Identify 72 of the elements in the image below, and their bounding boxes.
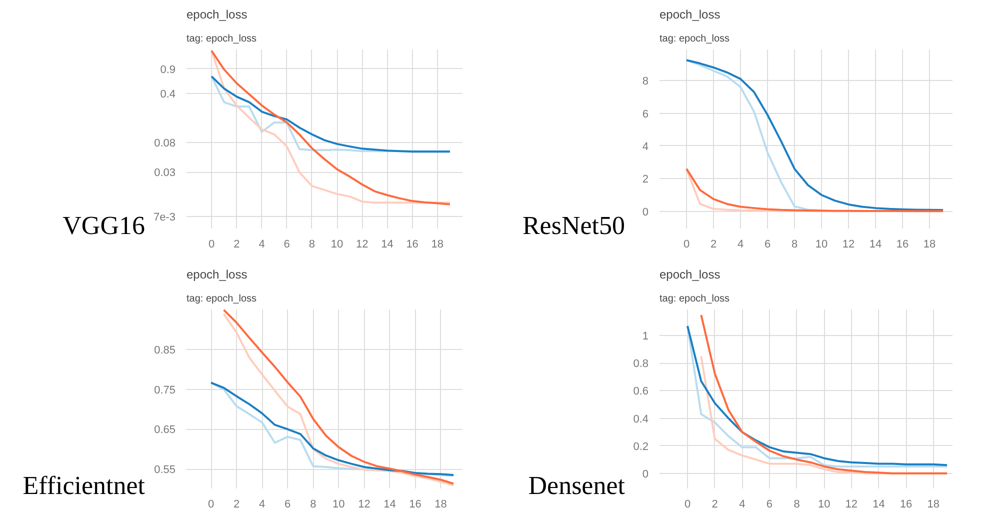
x-tick-label: 12 bbox=[356, 238, 368, 250]
x-tick-label: 16 bbox=[896, 238, 909, 250]
text: ResNet50 bbox=[522, 210, 625, 242]
text: VGG16 bbox=[62, 210, 145, 242]
x-tick-label: 6 bbox=[284, 498, 291, 510]
y-tick-label: 0.55 bbox=[154, 464, 176, 476]
y-tick-label: 4 bbox=[642, 140, 649, 153]
chart-subtitle: tag: epoch_loss bbox=[660, 34, 730, 44]
x-tick-label: 6 bbox=[284, 238, 290, 250]
x-tick-label: 8 bbox=[308, 238, 316, 250]
x-tick-label: 10 bbox=[815, 238, 828, 250]
x-tick-label: 12 bbox=[842, 238, 855, 250]
chart-subtitle: tag: epoch_loss bbox=[186, 294, 257, 304]
x-tick-label: 2 bbox=[234, 238, 240, 250]
x-tick-label: 16 bbox=[409, 498, 422, 510]
x-tick-label: 8 bbox=[794, 498, 800, 510]
chart-title: epoch_loss bbox=[660, 8, 720, 22]
x-tick-label: 8 bbox=[310, 498, 316, 510]
x-tick-label: 4 bbox=[259, 498, 266, 510]
x-tick-label: 4 bbox=[739, 498, 746, 510]
y-tick-label: 0.4 bbox=[160, 88, 176, 100]
y-tick-label: 6 bbox=[642, 108, 649, 120]
y-tick-label: 0.75 bbox=[154, 384, 176, 396]
x-tick-label: 18 bbox=[434, 498, 447, 510]
x-tick-label: 14 bbox=[384, 498, 396, 510]
y-tick-label: 0.6 bbox=[633, 386, 649, 398]
x-tick-label: 12 bbox=[358, 498, 370, 510]
y-tick-label: 8 bbox=[642, 76, 649, 88]
text: Efficientnet bbox=[22, 470, 145, 502]
chart-subtitle: tag: epoch_loss bbox=[660, 294, 730, 304]
y-tick-label: 0.65 bbox=[154, 424, 176, 436]
y-tick-label: 0 bbox=[642, 468, 649, 480]
x-tick-label: 10 bbox=[818, 498, 830, 510]
y-tick-label: 0.85 bbox=[154, 344, 176, 357]
x-tick-label: 8 bbox=[791, 238, 798, 250]
y-tick-label: 0.8 bbox=[633, 358, 649, 370]
x-tick-label: 6 bbox=[764, 238, 771, 250]
x-tick-label: 6 bbox=[766, 498, 773, 510]
x-tick-label: 10 bbox=[330, 238, 344, 250]
y-tick-label: 0 bbox=[642, 206, 649, 218]
x-tick-label: 12 bbox=[845, 498, 858, 510]
y-tick-label: 2 bbox=[642, 174, 649, 186]
x-tick-label: 0 bbox=[684, 498, 691, 510]
x-tick-label: 16 bbox=[900, 498, 912, 510]
x-tick-label: 14 bbox=[869, 238, 882, 250]
x-tick-label: 14 bbox=[381, 238, 394, 250]
x-tick-label: 0 bbox=[683, 238, 690, 250]
chart-subtitle: tag: epoch_loss bbox=[186, 34, 257, 44]
x-tick-label: 2 bbox=[710, 238, 717, 250]
x-tick-label: 10 bbox=[332, 498, 345, 510]
x-tick-label: 18 bbox=[927, 498, 940, 510]
chart-title: epoch_loss bbox=[660, 268, 720, 282]
x-tick-label: 14 bbox=[872, 498, 885, 510]
y-tick-label: 0.03 bbox=[154, 167, 176, 180]
chart-title: epoch_loss bbox=[186, 268, 248, 282]
y-tick-label: 0.2 bbox=[633, 440, 649, 453]
y-tick-label: 0.08 bbox=[154, 137, 176, 150]
x-tick-label: 18 bbox=[431, 238, 444, 250]
x-tick-label: 2 bbox=[712, 498, 718, 510]
x-tick-label: 4 bbox=[737, 238, 744, 250]
x-tick-label: 2 bbox=[233, 498, 240, 510]
y-tick-label: 0.4 bbox=[633, 413, 649, 426]
x-tick-label: 16 bbox=[406, 238, 418, 250]
x-tick-label: 18 bbox=[923, 238, 936, 250]
x-tick-label: 0 bbox=[208, 498, 214, 510]
y-tick-label: 1 bbox=[642, 330, 649, 343]
y-tick-label: 7e-3 bbox=[153, 211, 176, 224]
chart-title: epoch_loss bbox=[186, 8, 248, 22]
x-tick-label: 4 bbox=[258, 238, 265, 250]
x-tick-label: 0 bbox=[208, 238, 215, 250]
y-tick-label: 0.9 bbox=[160, 64, 176, 76]
text: Densenet bbox=[528, 470, 625, 502]
